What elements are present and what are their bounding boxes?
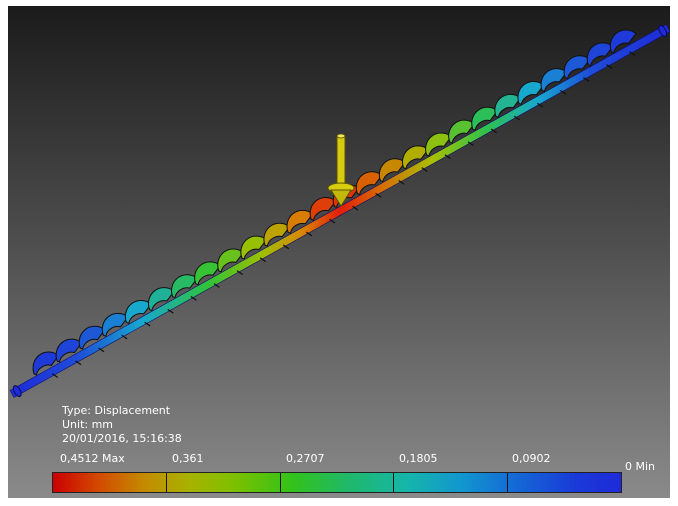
flight-underside xyxy=(606,64,613,69)
flight-underside xyxy=(51,373,59,379)
flight-underside xyxy=(467,141,474,147)
graphics-viewport[interactable]: Type: Displacement Unit: mm 20/01/2016, … xyxy=(8,6,670,498)
result-legend: Type: Displacement Unit: mm 20/01/2016, … xyxy=(62,404,182,446)
scale-divider xyxy=(280,473,281,492)
flight-underside xyxy=(560,89,567,95)
shaft-end-collar xyxy=(658,24,668,37)
flight-underside xyxy=(259,257,267,263)
flight-underside xyxy=(421,167,428,172)
flight-underside xyxy=(213,283,220,288)
helical-flights xyxy=(32,29,637,379)
flight-blade xyxy=(609,29,637,54)
flight-underside xyxy=(329,218,336,224)
flight-underside xyxy=(190,295,197,301)
flight-underside xyxy=(282,244,290,250)
scale-divider xyxy=(507,473,508,492)
screw-shaft xyxy=(9,24,670,398)
shaft-end-collar xyxy=(12,385,22,398)
flight-underside xyxy=(536,102,544,108)
flight-underside xyxy=(98,347,105,353)
flight-underside xyxy=(513,115,521,121)
shaft-body xyxy=(9,24,670,398)
flight-underside xyxy=(490,128,497,134)
flight-underside xyxy=(375,192,382,198)
flight-underside xyxy=(236,270,243,275)
scale-tick-label: 0,361 xyxy=(172,452,204,465)
result-type-label: Type: Displacement xyxy=(62,404,171,417)
model-render[interactable] xyxy=(8,6,670,498)
flight-underside xyxy=(144,321,151,327)
scale-tick-label: 0,2707 xyxy=(286,452,325,465)
color-scale-bar xyxy=(52,472,622,493)
result-unit-label: Unit: mm xyxy=(62,418,114,431)
result-date-label: 20/01/2016, 15:16:38 xyxy=(62,432,182,445)
scale-min-label: 0 Min xyxy=(625,460,656,473)
flight-underside xyxy=(305,231,313,237)
flight-underside xyxy=(167,308,174,314)
scale-divider xyxy=(393,473,394,492)
scale-tick-label: 0,0902 xyxy=(512,452,551,465)
scale-divider xyxy=(166,473,167,492)
flight-underside xyxy=(352,205,359,211)
flight-underside xyxy=(121,334,128,340)
flight-underside xyxy=(629,51,636,56)
flight-underside xyxy=(75,360,82,366)
flight-underside xyxy=(583,76,590,82)
flight-underside xyxy=(398,180,405,185)
flight-underside xyxy=(444,154,451,160)
force-arrow-icon xyxy=(327,133,355,207)
scale-max-label: 0,4512 Max xyxy=(60,452,125,465)
scale-tick-label: 0,1805 xyxy=(399,452,438,465)
